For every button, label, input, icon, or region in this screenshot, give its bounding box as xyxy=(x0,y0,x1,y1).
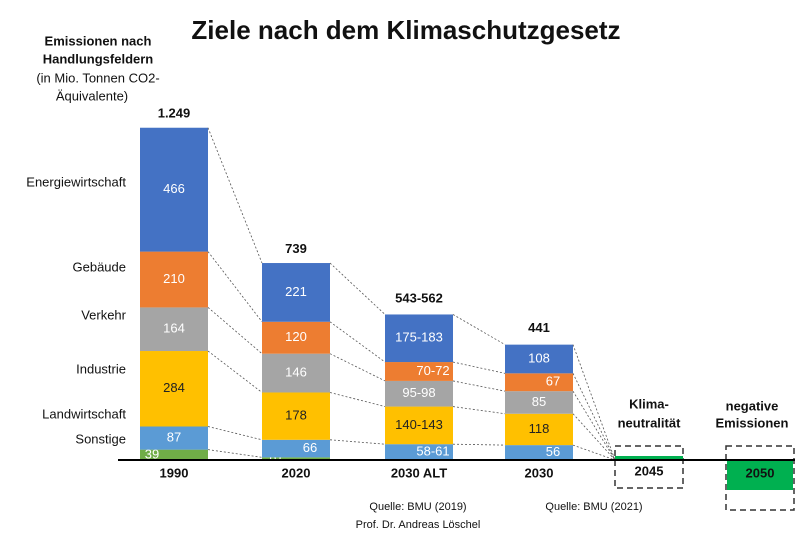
connector xyxy=(572,344,616,461)
source: Prof. Dr. Andreas Löschel xyxy=(356,519,481,531)
bar-segment xyxy=(262,457,330,460)
bar-segment xyxy=(140,127,208,252)
value-label: 164 xyxy=(163,321,185,336)
value-label: 67 xyxy=(546,374,560,389)
source: Quelle: BMU (2019) xyxy=(369,501,466,513)
source: Quelle: BMU (2021) xyxy=(545,501,642,513)
value-label: 221 xyxy=(285,284,307,299)
subtitle: Handlungsfeldern xyxy=(43,51,154,66)
value-label: 87 xyxy=(167,430,181,445)
connector xyxy=(452,406,506,415)
annotation: Klima- xyxy=(629,396,669,411)
legend-label: Verkehr xyxy=(81,307,126,322)
value-label: 140-143 xyxy=(395,417,443,432)
unit: (in Mio. Tonnen CO2- xyxy=(36,70,159,85)
connector xyxy=(329,392,386,407)
value-label: 58-61 xyxy=(416,444,449,459)
value-label: 284 xyxy=(163,380,185,395)
value-label: 146 xyxy=(285,365,307,380)
annotation: negative xyxy=(726,398,779,413)
connector xyxy=(207,350,263,393)
x-tick-label: 1990 xyxy=(160,465,189,480)
chart-title: Ziele nach dem Klimaschutzgesetz xyxy=(191,15,620,45)
legend-label: Energiewirtschaft xyxy=(26,174,126,189)
bar-segment xyxy=(385,380,453,407)
value-label: 39 xyxy=(145,446,159,461)
total-label: 543-562 xyxy=(395,291,443,306)
x-tick-label: 2050 xyxy=(746,465,775,480)
connector xyxy=(329,439,386,445)
target-box xyxy=(614,445,684,489)
bar-segment xyxy=(505,344,573,374)
connector xyxy=(452,361,506,374)
value-label: 95-98 xyxy=(402,385,435,400)
connector xyxy=(329,353,386,382)
connector xyxy=(452,380,506,392)
connector xyxy=(207,127,263,264)
total-label: 1.249 xyxy=(158,105,191,120)
annotation: neutralität xyxy=(618,415,682,430)
bar-segment xyxy=(385,362,453,381)
value-label: 120 xyxy=(285,329,307,344)
bar-segment xyxy=(262,439,330,458)
x-tick-label: 2030 xyxy=(525,465,554,480)
connector xyxy=(207,251,263,323)
x-tick-label: 2030 ALT xyxy=(391,465,447,480)
legend-label: Landwirtschaft xyxy=(42,406,126,421)
connector xyxy=(452,443,506,446)
value-label: 466 xyxy=(163,181,185,196)
value-label: 210 xyxy=(163,271,185,286)
value-label: 66 xyxy=(303,440,317,455)
value-label: 108 xyxy=(528,350,550,365)
bar-segment xyxy=(385,444,453,460)
bar-segment xyxy=(262,392,330,440)
connector xyxy=(572,444,616,461)
bar-segment xyxy=(262,263,330,322)
legend-label: Industrie xyxy=(76,361,126,376)
value-label: 178 xyxy=(285,408,307,423)
bar-segment xyxy=(262,353,330,393)
connector xyxy=(207,449,263,458)
connector xyxy=(329,262,386,315)
connector xyxy=(207,307,263,354)
connector xyxy=(207,426,263,441)
bar-segment xyxy=(140,449,208,460)
connector xyxy=(572,390,616,461)
bar-segment xyxy=(140,307,208,352)
bar-segment xyxy=(140,251,208,308)
bar-segment xyxy=(505,373,573,392)
target-fill xyxy=(615,456,683,461)
value-label: 118 xyxy=(529,421,550,436)
bar-segment xyxy=(385,406,453,445)
target-fill xyxy=(727,460,793,490)
legend-label: Gebäude xyxy=(73,259,127,274)
subtitle: Emissionen nach xyxy=(45,33,152,48)
bar-segment xyxy=(140,426,208,450)
unit: Äquivalente) xyxy=(56,88,128,103)
connector xyxy=(329,321,386,363)
annotation: Emissionen xyxy=(716,415,789,430)
bar-segment xyxy=(505,391,573,414)
legend-label: Sonstige xyxy=(75,431,126,446)
bar-segment xyxy=(262,321,330,354)
bar-segment xyxy=(385,314,453,363)
bar-segment xyxy=(140,351,208,427)
value-label: 70-72 xyxy=(416,363,449,378)
total-label: 441 xyxy=(528,320,550,335)
x-tick-label: 2020 xyxy=(282,465,311,480)
connector xyxy=(572,413,616,461)
connector xyxy=(572,373,616,461)
value-label: 56 xyxy=(546,444,560,459)
total-label: 739 xyxy=(285,241,307,256)
x-tick-label: 2045 xyxy=(635,463,664,478)
target-box xyxy=(725,445,795,511)
value-label: 175-183 xyxy=(395,330,443,345)
connector xyxy=(452,314,506,345)
value-label: 85 xyxy=(532,394,546,409)
bar-segment xyxy=(505,413,573,446)
bar-segment xyxy=(505,445,573,460)
